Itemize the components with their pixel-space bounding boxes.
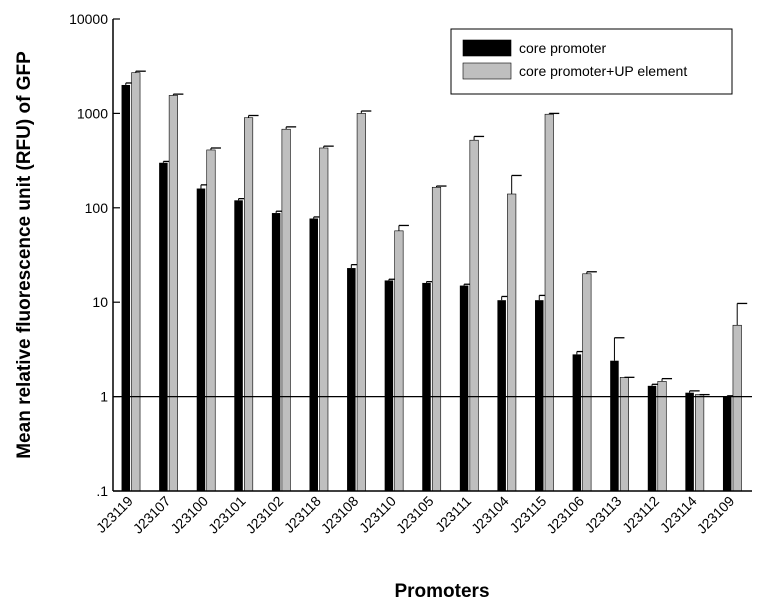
- bar-core-promoter: [122, 85, 131, 491]
- x-tick-label: J23115: [506, 493, 549, 536]
- x-tick-label: J23114: [657, 493, 700, 536]
- legend-box: [451, 29, 732, 94]
- bar-core-promoter: [497, 300, 506, 491]
- bar-core-promoter-up-element: [169, 95, 178, 491]
- x-tick-label: J23113: [581, 493, 624, 536]
- x-tick-label: J23110: [356, 493, 399, 536]
- bar-core-promoter-up-element: [395, 231, 404, 491]
- bar-core-promoter-up-element: [470, 140, 479, 491]
- bar-core-promoter: [309, 219, 318, 491]
- bar-core-promoter-up-element: [583, 274, 592, 491]
- x-tick-label: J23109: [694, 493, 738, 537]
- bar-core-promoter: [573, 354, 582, 491]
- y-tick-label: 1: [100, 389, 108, 405]
- legend-label-core-promoter-up-element: core promoter+UP element: [519, 63, 687, 79]
- bar-core-promoter-up-element: [733, 325, 742, 491]
- y-tick-label: 100: [85, 200, 109, 216]
- bar-core-promoter: [648, 386, 657, 491]
- bar-core-promoter-up-element: [695, 395, 704, 491]
- y-axis-title: Mean relative fluorescence unit (RFU) of…: [14, 51, 35, 459]
- x-axis-tick-labels: J23119J23107J23100J23101J23102J23118J231…: [93, 493, 738, 537]
- bar-core-promoter-up-element: [357, 113, 366, 491]
- bar-core-promoter: [234, 200, 243, 491]
- x-tick-label: J23106: [543, 493, 587, 537]
- bar-core-promoter-up-element: [545, 114, 554, 491]
- bar-core-promoter: [460, 286, 469, 491]
- x-tick-label: J23108: [318, 493, 362, 537]
- y-tick-label: 10: [92, 294, 108, 310]
- bar-core-promoter-up-element: [282, 129, 291, 491]
- bar-core-promoter-up-element: [620, 377, 629, 491]
- bar-core-promoter: [723, 397, 732, 491]
- bar-core-promoter: [685, 393, 694, 491]
- bar-core-promoter: [422, 283, 431, 491]
- bar-core-promoter: [535, 300, 544, 491]
- x-tick-label: J23100: [167, 493, 211, 537]
- bar-core-promoter-up-element: [507, 194, 516, 491]
- bar-core-promoter: [272, 213, 281, 491]
- x-tick-label: J23119: [93, 493, 136, 536]
- bar-core-promoter: [347, 268, 356, 491]
- x-tick-label: J23118: [281, 493, 324, 536]
- x-tick-label: J23111: [432, 493, 474, 535]
- bar-core-promoter: [610, 361, 619, 491]
- bar-core-promoter-up-element: [319, 148, 328, 491]
- bar-core-promoter: [385, 280, 394, 491]
- bar-core-promoter-up-element: [244, 118, 253, 491]
- y-tick-label: 10000: [69, 11, 108, 27]
- bar-core-promoter-up-element: [432, 187, 441, 491]
- x-tick-label: J23112: [619, 493, 662, 536]
- x-tick-label: J23102: [242, 493, 286, 537]
- x-axis-title: Promoters: [394, 581, 489, 601]
- legend-swatch-core-promoter: [463, 40, 511, 56]
- y-tick-label: 1000: [77, 105, 108, 121]
- bar-core-promoter: [159, 163, 168, 491]
- bar-core-promoter-up-element: [207, 150, 216, 491]
- x-tick-label: J23105: [393, 493, 437, 537]
- x-tick-label: J23104: [468, 493, 512, 537]
- x-tick-label: J23101: [205, 493, 249, 537]
- legend-swatch-core-promoter-up-element: [463, 63, 511, 79]
- x-tick-label: J23107: [130, 493, 174, 537]
- bar-core-promoter-up-element: [132, 73, 141, 491]
- bar-core-promoter: [197, 189, 206, 491]
- bars-layer: [122, 71, 748, 491]
- legend: core promoter core promoter+UP element: [451, 29, 732, 94]
- bar-core-promoter-up-element: [658, 381, 667, 491]
- legend-label-core-promoter: core promoter: [519, 40, 606, 56]
- y-tick-label: .1: [96, 483, 108, 499]
